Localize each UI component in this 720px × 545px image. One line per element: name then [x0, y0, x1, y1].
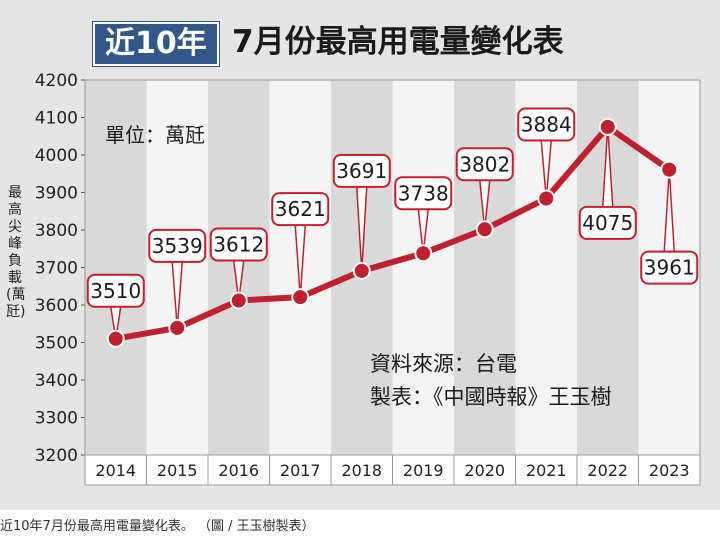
- y-tick-label: 3800: [35, 221, 78, 241]
- unit-note: 單位：萬瓩: [105, 123, 205, 147]
- data-label-box: [394, 176, 453, 211]
- y-tick-label: 3300: [35, 409, 78, 429]
- data-label: 3802: [459, 152, 510, 176]
- line-chart: 3200 3300 3400 3500 3600 3700 3800 3900 4000 4100…: [35, 71, 701, 486]
- x-tick-label: 2018: [341, 461, 382, 480]
- x-tick-label: 2021: [526, 461, 567, 480]
- y-tick-label: 3200: [35, 446, 78, 466]
- data-label-box: [578, 205, 637, 240]
- y-tick-label: 3400: [35, 371, 78, 391]
- data-point: [660, 160, 679, 179]
- source-note: 資料來源：台電: [370, 352, 517, 376]
- plot-border: [84, 79, 701, 456]
- data-point: [291, 288, 310, 307]
- y-tick-label: 3900: [35, 184, 78, 204]
- data-point: [168, 318, 187, 337]
- data-label-box: [640, 250, 699, 285]
- data-point: [598, 117, 617, 136]
- data-label: 4075: [582, 211, 633, 235]
- x-tick-label: 2017: [280, 461, 321, 480]
- chart-figure: 近10年 7月份最高用電量變化表 最高尖峰負載(萬瓩) 3200 3300 3400…: [0, 0, 720, 510]
- data-label-box: [271, 192, 330, 227]
- x-tick-label: 2023: [649, 461, 690, 480]
- data-point: [229, 291, 248, 310]
- data-label: 3612: [213, 233, 264, 257]
- data-label: 3961: [644, 256, 695, 280]
- y-tick-label: 3500: [35, 334, 78, 354]
- data-point: [414, 244, 433, 263]
- data-label: 3884: [521, 113, 572, 137]
- title-badge: 近10年: [93, 22, 219, 66]
- series-line: [112, 123, 673, 342]
- data-label-box: [517, 107, 576, 142]
- data-label: 3539: [152, 234, 203, 258]
- y-tick-label: 3600: [35, 296, 78, 316]
- y-tick-label: 4100: [35, 109, 78, 129]
- image-caption: 近10年7月份最高用電量變化表。 （圖 / 王玉樹製表）: [0, 519, 315, 534]
- data-label-box: [209, 227, 268, 262]
- x-tick-label: 2019: [403, 461, 444, 480]
- y-tick-label: 3700: [35, 259, 78, 279]
- x-tick-label: 2020: [464, 461, 505, 480]
- data-point: [537, 189, 556, 208]
- data-label: 3691: [336, 159, 387, 183]
- x-tick-label: 2015: [157, 461, 198, 480]
- chart-title: 近10年 7月份最高用電量變化表: [0, 16, 720, 66]
- x-tick-label: 2022: [587, 461, 628, 480]
- data-label-box: [148, 228, 207, 263]
- data-label: 3738: [398, 181, 449, 205]
- y-tick-label: 4000: [35, 146, 78, 166]
- data-label: 3510: [90, 279, 141, 303]
- grid-band: [85, 80, 147, 455]
- y-axis-label: 最高尖峰負載(萬瓩): [6, 185, 26, 320]
- x-tick-label: 2016: [218, 461, 259, 480]
- x-tick-label: 2014: [95, 461, 136, 480]
- data-label-box: [455, 147, 514, 182]
- y-tick-label: 4200: [35, 71, 78, 91]
- title-text: 7月份最高用電量變化表: [232, 24, 564, 60]
- data-label-box: [86, 273, 145, 308]
- data-label-box: [332, 153, 391, 188]
- data-point: [475, 220, 494, 239]
- data-point: [352, 261, 371, 280]
- data-label: 3621: [275, 197, 326, 221]
- grid-band: [454, 80, 516, 455]
- data-point: [106, 329, 125, 348]
- maker-note: 製表：《中國時報》王玉樹: [370, 385, 612, 409]
